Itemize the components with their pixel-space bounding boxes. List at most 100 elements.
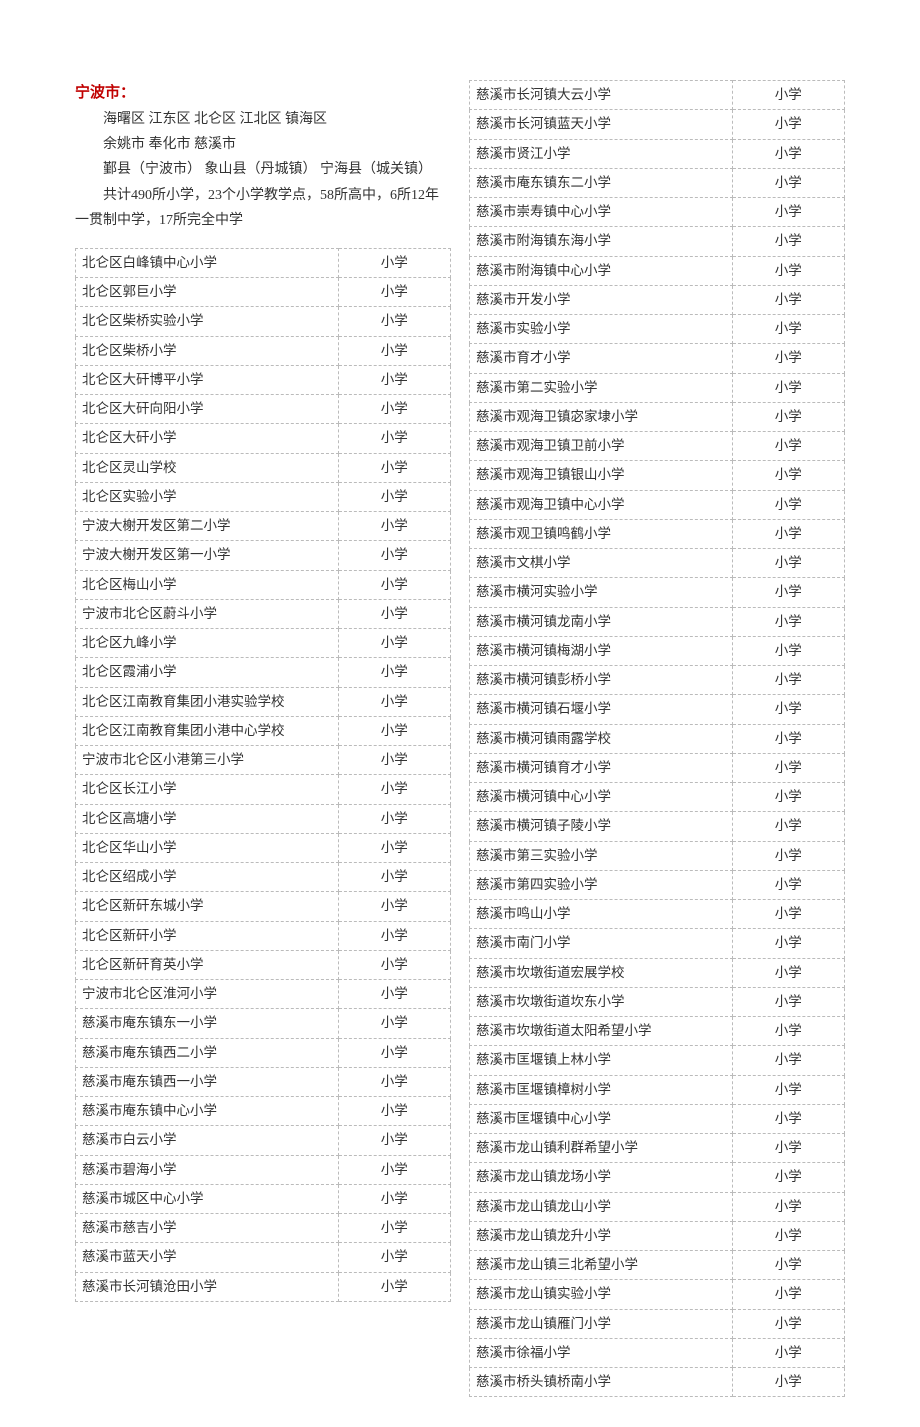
school-type-cell: 小学 [732,812,845,841]
school-type-cell: 小学 [338,892,451,921]
school-type-cell: 小学 [732,783,845,812]
school-name-cell: 北仑区新矸东城小学 [76,892,339,921]
two-column-layout: 宁波市： 海曙区 江东区 北仑区 江北区 镇海区 余姚市 奉化市 慈溪市 鄞县（… [75,80,845,1397]
school-name-cell: 北仑区大矸小学 [76,424,339,453]
table-row: 慈溪市庵东镇中心小学小学 [76,1097,451,1126]
table-row: 慈溪市第三实验小学小学 [470,841,845,870]
school-name-cell: 慈溪市横河镇中心小学 [470,783,733,812]
school-type-cell: 小学 [338,1184,451,1213]
school-type-cell: 小学 [338,395,451,424]
table-row: 北仑区江南教育集团小港实验学校小学 [76,687,451,716]
school-name-cell: 慈溪市长河镇大云小学 [470,81,733,110]
table-row: 慈溪市横河镇育才小学小学 [470,753,845,782]
table-row: 慈溪市南门小学小学 [470,929,845,958]
school-name-cell: 慈溪市第三实验小学 [470,841,733,870]
table-row: 慈溪市开发小学小学 [470,285,845,314]
school-name-cell: 慈溪市横河镇石堰小学 [470,695,733,724]
table-row: 慈溪市观海卫镇中心小学小学 [470,490,845,519]
school-type-cell: 小学 [732,1134,845,1163]
school-type-cell: 小学 [732,1046,845,1075]
school-type-cell: 小学 [338,775,451,804]
school-type-cell: 小学 [338,687,451,716]
table-row: 北仑区白峰镇中心小学小学 [76,248,451,277]
table-row: 北仑区绍成小学小学 [76,863,451,892]
table-row: 慈溪市实验小学小学 [470,315,845,344]
school-name-cell: 北仑区实验小学 [76,482,339,511]
school-type-cell: 小学 [732,1280,845,1309]
school-name-cell: 慈溪市慈吉小学 [76,1214,339,1243]
school-type-cell: 小学 [732,987,845,1016]
intro-line-4: 共计490所小学，23个小学教学点，58所高中，6所12年一贯制中学，17所完全… [75,183,451,233]
school-type-cell: 小学 [338,1214,451,1243]
school-name-cell: 慈溪市龙山镇利群希望小学 [470,1134,733,1163]
schools-table-right: 慈溪市长河镇大云小学小学慈溪市长河镇蓝天小学小学慈溪市贤江小学小学慈溪市庵东镇东… [469,80,845,1397]
school-type-cell: 小学 [732,1163,845,1192]
school-type-cell: 小学 [338,863,451,892]
table-row: 北仑区灵山学校小学 [76,453,451,482]
school-name-cell: 北仑区新矸小学 [76,921,339,950]
school-type-cell: 小学 [732,1368,845,1397]
school-name-cell: 北仑区新矸育英小学 [76,950,339,979]
school-name-cell: 慈溪市白云小学 [76,1126,339,1155]
table-row: 慈溪市桥头镇桥南小学小学 [470,1368,845,1397]
school-name-cell: 慈溪市观海卫镇卫前小学 [470,432,733,461]
table-row: 宁波大榭开发区第一小学小学 [76,541,451,570]
school-name-cell: 慈溪市龙山镇三北希望小学 [470,1251,733,1280]
school-name-cell: 慈溪市庵东镇西一小学 [76,1067,339,1096]
table-row: 北仑区柴桥小学小学 [76,336,451,365]
school-type-cell: 小学 [338,1155,451,1184]
school-type-cell: 小学 [732,929,845,958]
schools-table-left: 北仑区白峰镇中心小学小学北仑区郭巨小学小学北仑区柴桥实验小学小学北仑区柴桥小学小… [75,248,451,1302]
school-type-cell: 小学 [338,1067,451,1096]
school-type-cell: 小学 [338,746,451,775]
school-type-cell: 小学 [732,432,845,461]
school-name-cell: 慈溪市长河镇蓝天小学 [470,110,733,139]
school-type-cell: 小学 [732,344,845,373]
school-type-cell: 小学 [732,490,845,519]
school-name-cell: 慈溪市龙山镇雁门小学 [470,1309,733,1338]
school-type-cell: 小学 [338,833,451,862]
table-row: 宁波大榭开发区第二小学小学 [76,512,451,541]
school-name-cell: 慈溪市横河镇育才小学 [470,753,733,782]
header-section: 宁波市： 海曙区 江东区 北仑区 江北区 镇海区 余姚市 奉化市 慈溪市 鄞县（… [75,80,451,233]
school-type-cell: 小学 [338,658,451,687]
school-name-cell: 慈溪市崇寿镇中心小学 [470,198,733,227]
table-row: 慈溪市文棋小学小学 [470,549,845,578]
school-name-cell: 宁波市北仑区蔚斗小学 [76,599,339,628]
school-name-cell: 慈溪市龙山镇龙升小学 [470,1221,733,1250]
school-name-cell: 慈溪市坎墩街道坎东小学 [470,987,733,1016]
table-row: 慈溪市横河镇龙南小学小学 [470,607,845,636]
school-type-cell: 小学 [732,315,845,344]
school-name-cell: 慈溪市横河镇子陵小学 [470,812,733,841]
school-type-cell: 小学 [732,168,845,197]
school-name-cell: 慈溪市附海镇中心小学 [470,256,733,285]
table-row: 慈溪市贤江小学小学 [470,139,845,168]
school-name-cell: 慈溪市横河镇彭桥小学 [470,666,733,695]
school-type-cell: 小学 [732,198,845,227]
school-type-cell: 小学 [732,256,845,285]
table-row: 慈溪市观卫镇鸣鹤小学小学 [470,519,845,548]
table-row: 北仑区郭巨小学小学 [76,278,451,307]
school-type-cell: 小学 [732,373,845,402]
school-type-cell: 小学 [732,636,845,665]
school-name-cell: 慈溪市匡堰镇上林小学 [470,1046,733,1075]
school-type-cell: 小学 [338,248,451,277]
school-name-cell: 北仑区九峰小学 [76,629,339,658]
school-name-cell: 慈溪市育才小学 [470,344,733,373]
school-type-cell: 小学 [338,541,451,570]
school-name-cell: 北仑区霞浦小学 [76,658,339,687]
table-row: 北仑区霞浦小学小学 [76,658,451,687]
school-name-cell: 慈溪市横河镇龙南小学 [470,607,733,636]
school-name-cell: 慈溪市观卫镇鸣鹤小学 [470,519,733,548]
school-name-cell: 慈溪市庵东镇中心小学 [76,1097,339,1126]
school-type-cell: 小学 [338,1272,451,1301]
school-name-cell: 宁波大榭开发区第二小学 [76,512,339,541]
school-name-cell: 慈溪市长河镇沧田小学 [76,1272,339,1301]
table-row: 宁波市北仑区淮河小学小学 [76,980,451,1009]
table-row: 慈溪市徐福小学小学 [470,1338,845,1367]
right-column: 慈溪市长河镇大云小学小学慈溪市长河镇蓝天小学小学慈溪市贤江小学小学慈溪市庵东镇东… [469,80,845,1397]
school-type-cell: 小学 [338,336,451,365]
table-row: 慈溪市观海卫镇宓家埭小学小学 [470,402,845,431]
school-type-cell: 小学 [338,424,451,453]
school-name-cell: 慈溪市徐福小学 [470,1338,733,1367]
